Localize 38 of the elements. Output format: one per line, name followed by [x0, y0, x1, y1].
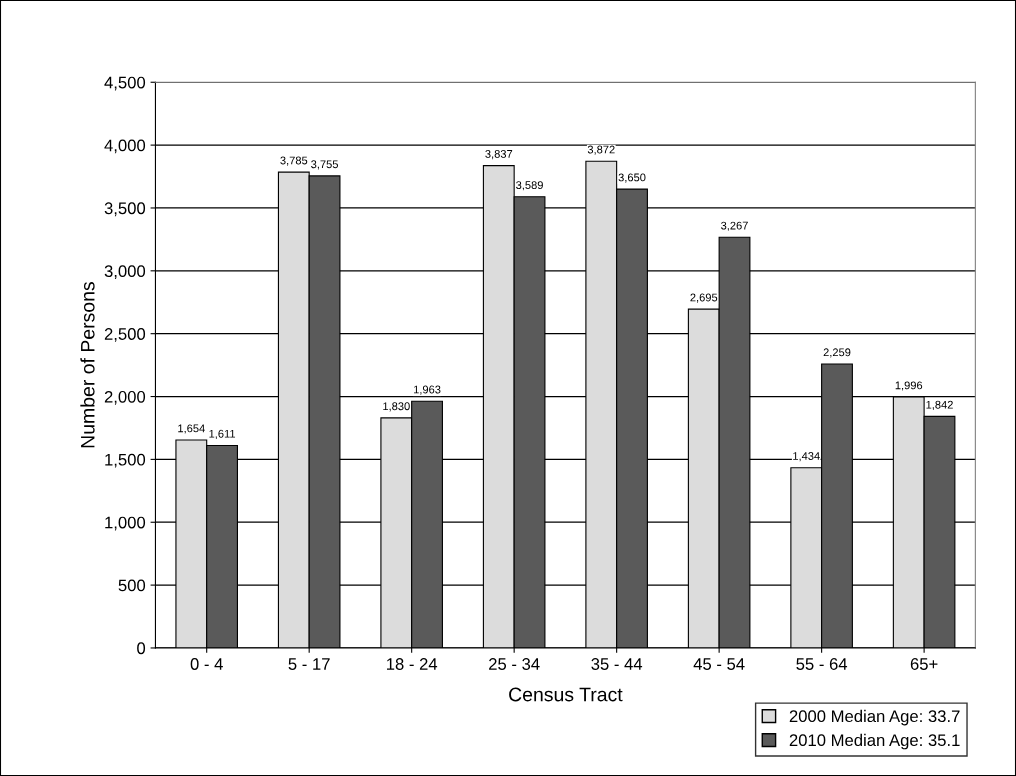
data-label: 1,830 — [383, 402, 410, 412]
y-tick-label: 3,000 — [104, 265, 146, 279]
x-tick-label: 18 - 24 — [387, 658, 438, 670]
y-axis-title: Number of Persons — [80, 282, 95, 448]
data-label: 1,996 — [895, 381, 923, 391]
x-tick-label: 0 - 4 — [190, 658, 223, 670]
data-label: 1,963 — [413, 385, 441, 395]
data-label: 3,650 — [618, 173, 646, 183]
x-tick-label: 25 - 34 — [489, 658, 540, 670]
data-label: 1,434 — [793, 452, 820, 462]
x-tick-label: 35 - 44 — [591, 658, 643, 670]
y-tick-label: 500 — [118, 579, 146, 592]
data-label: 3,837 — [485, 149, 513, 160]
y-tick-label: 2,500 — [104, 328, 146, 342]
x-tick-label: 65+ — [910, 658, 938, 670]
x-tick-label: 5 - 17 — [288, 658, 330, 670]
y-tick-label: 0 — [137, 642, 146, 655]
y-tick-label: 2,000 — [104, 390, 146, 405]
y-tick-label: 1,000 — [105, 516, 146, 531]
data-label: 1,842 — [926, 400, 953, 410]
x-tick-label: 45 - 54 — [693, 658, 745, 670]
data-label: 3,785 — [280, 156, 308, 166]
data-label: 1,611 — [209, 429, 236, 439]
data-label: 3,589 — [516, 181, 543, 191]
data-label: 1,654 — [178, 424, 205, 434]
x-axis-title: Census Tract — [509, 687, 623, 702]
data-label: 3,267 — [721, 221, 748, 231]
x-tick-label: 55 - 64 — [796, 658, 848, 670]
y-tick-label: 1,500 — [105, 453, 146, 468]
legend-label: 2000 Median Age: 33.7 — [789, 709, 960, 726]
y-tick-label: 4,500 — [104, 76, 146, 91]
legend-label: 2010 Median Age: 35.1 — [789, 733, 960, 750]
data-label: 3,755 — [311, 160, 338, 170]
y-tick-label: 3,500 — [104, 202, 146, 217]
y-tick-label: 4,000 — [104, 139, 146, 154]
data-label: 3,872 — [587, 145, 615, 155]
data-label: 2,695 — [690, 293, 718, 303]
data-label: 2,259 — [823, 348, 851, 358]
